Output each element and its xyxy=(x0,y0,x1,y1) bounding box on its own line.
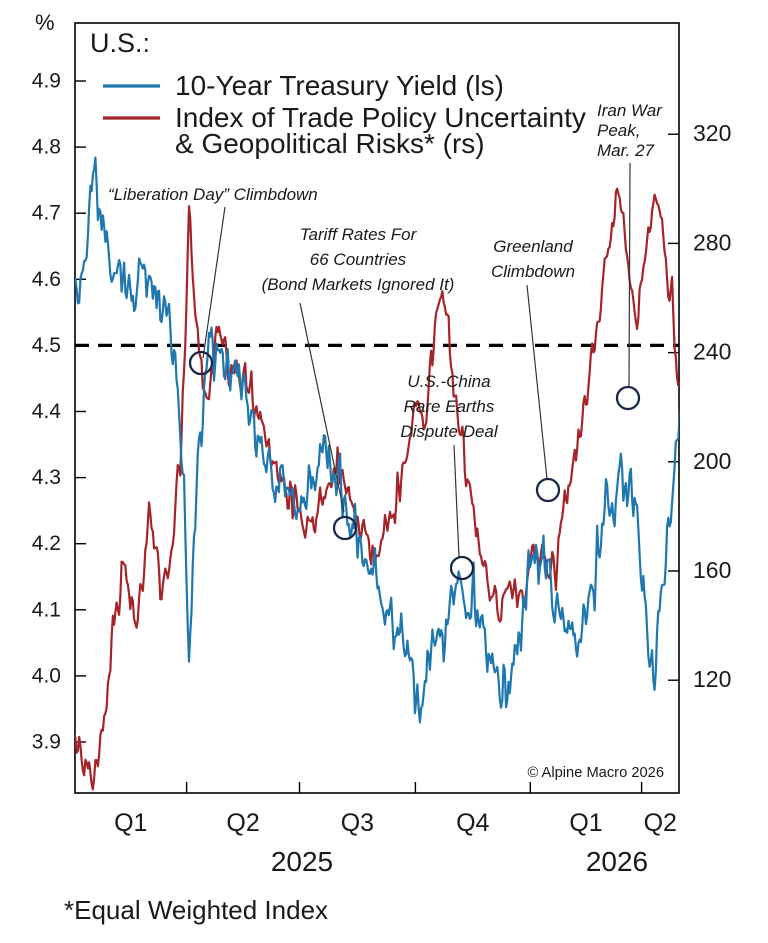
svg-text:Q3: Q3 xyxy=(341,809,374,837)
svg-text:160: 160 xyxy=(693,557,731,583)
svg-text:280: 280 xyxy=(693,229,731,255)
svg-text:U.S.-China: U.S.-China xyxy=(407,372,490,391)
svg-text:120: 120 xyxy=(693,666,731,692)
svg-text:4.9: 4.9 xyxy=(32,70,61,93)
svg-text:3.9: 3.9 xyxy=(32,731,61,754)
svg-text:4.0: 4.0 xyxy=(32,664,61,687)
svg-text:Dispute Deal: Dispute Deal xyxy=(400,422,499,441)
svg-text:4.3: 4.3 xyxy=(32,466,61,489)
svg-text:Rare Earths: Rare Earths xyxy=(404,397,495,416)
svg-text:Q1: Q1 xyxy=(114,809,147,837)
svg-text:4.5: 4.5 xyxy=(32,334,61,357)
svg-text:240: 240 xyxy=(693,339,731,365)
svg-text:2025: 2025 xyxy=(271,846,333,877)
svg-text:“Liberation Day” Climbdown: “Liberation Day” Climbdown xyxy=(108,185,318,204)
svg-text:4.1: 4.1 xyxy=(32,598,61,621)
svg-text:66 Countries: 66 Countries xyxy=(310,250,407,269)
svg-text:*Equal Weighted Index: *Equal Weighted Index xyxy=(64,895,328,925)
svg-text:320: 320 xyxy=(693,120,731,146)
svg-text:2026: 2026 xyxy=(586,846,648,877)
svg-text:%: % xyxy=(35,10,55,35)
svg-text:Q2: Q2 xyxy=(226,809,259,837)
svg-text:Iran War: Iran War xyxy=(597,101,663,120)
svg-text:Mar. 27: Mar. 27 xyxy=(597,141,655,160)
svg-text:Q1: Q1 xyxy=(569,809,602,837)
svg-text:4.8: 4.8 xyxy=(32,136,61,159)
svg-text:Peak,: Peak, xyxy=(597,121,640,140)
svg-text:4.2: 4.2 xyxy=(32,532,61,555)
svg-text:© Alpine Macro 2026: © Alpine Macro 2026 xyxy=(527,765,664,781)
svg-text:10-Year Treasury Yield (ls): 10-Year Treasury Yield (ls) xyxy=(175,70,504,101)
svg-text:4.6: 4.6 xyxy=(32,268,61,291)
svg-text:200: 200 xyxy=(693,448,731,474)
svg-text:Tariff Rates For: Tariff Rates For xyxy=(300,225,418,244)
svg-text:Q4: Q4 xyxy=(456,809,489,837)
svg-text:Q2: Q2 xyxy=(644,809,677,837)
svg-text:(Bond Markets Ignored It): (Bond Markets Ignored It) xyxy=(262,275,455,294)
svg-text:4.4: 4.4 xyxy=(32,400,62,423)
svg-text:& Geopolitical Risks* (rs): & Geopolitical Risks* (rs) xyxy=(175,128,485,159)
svg-text:Climbdown: Climbdown xyxy=(491,262,575,281)
svg-text:U.S.:: U.S.: xyxy=(90,28,150,58)
svg-text:Greenland: Greenland xyxy=(493,237,573,256)
svg-text:4.7: 4.7 xyxy=(32,202,61,225)
